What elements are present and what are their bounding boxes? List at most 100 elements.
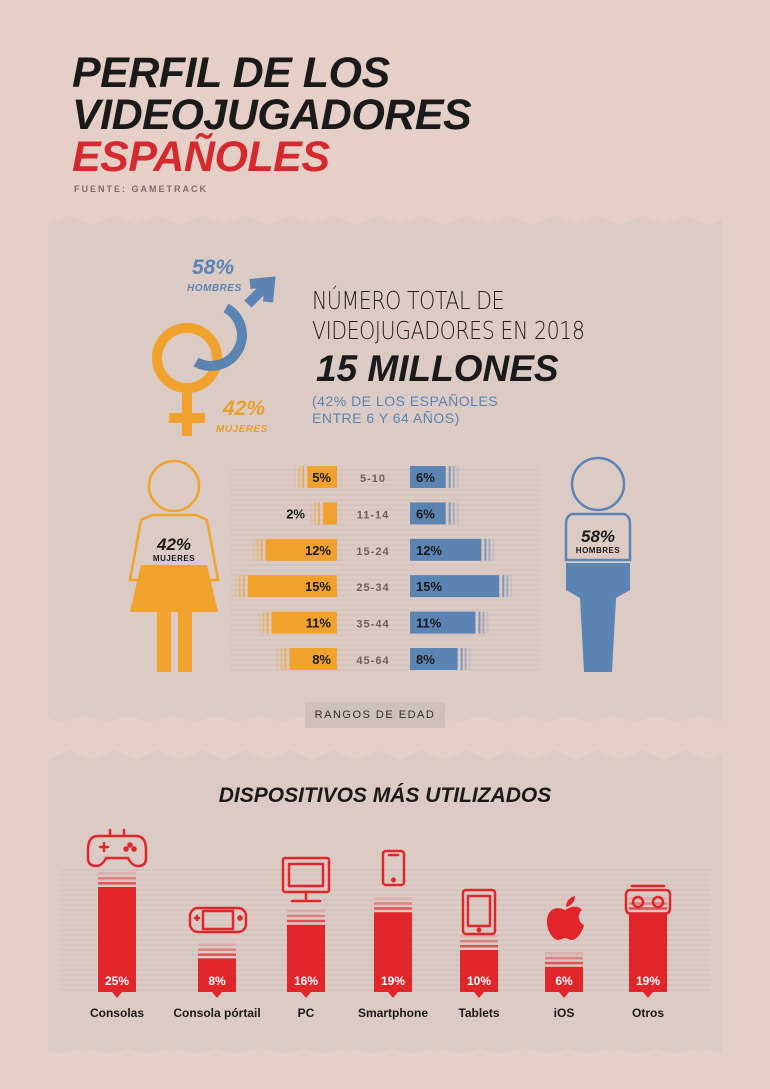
men-bar-stripe: [456, 502, 459, 525]
device-category-label: Consolas: [89, 1006, 144, 1020]
men-bar-label: 12%: [416, 543, 442, 558]
men-bar-stripe: [482, 611, 485, 634]
women-bar-stripe: [262, 611, 265, 634]
women-bar-stripe: [266, 611, 269, 634]
women-bar-stripe: [260, 538, 263, 561]
device-bar-value: 10%: [467, 974, 491, 988]
page-title: PERFIL DE LOS VIDEOJUGADORES ESPAÑOLES: [72, 49, 472, 181]
device-category-label: Tablets: [458, 1006, 500, 1020]
men-bar-label: 6%: [416, 470, 435, 485]
device-bar-pointer: [112, 992, 122, 998]
age-range-label: 11-14: [357, 509, 390, 521]
men-bar-stripe: [468, 648, 471, 670]
age-range-label: 35-44: [356, 619, 389, 631]
device-bar-value: 8%: [208, 974, 226, 988]
device-bar: [98, 887, 136, 992]
women-bar-label: 2%: [286, 506, 305, 521]
total-gamers-value: 15 MILLONES: [316, 348, 559, 389]
age-range-label: 15-24: [356, 546, 389, 558]
female-symbol-icon: [152, 323, 222, 436]
women-percent: 42%: [223, 397, 266, 420]
men-bar-stripe: [452, 466, 455, 488]
women-bar-stripe: [276, 648, 279, 670]
device-bar-value: 16%: [294, 974, 318, 988]
men-bar-stripe: [478, 611, 481, 634]
device-bar-pointer: [643, 992, 653, 998]
women-bar-label: 8%: [312, 652, 331, 667]
source-credit: FUENTE: GAMETRACK: [74, 184, 208, 194]
total-gamers-note: (42% DE LOS ESPAÑOLES ENTRE 6 Y 64 AÑOS): [312, 393, 499, 426]
device-bar-stripe: [287, 909, 325, 913]
device-bar-stripe: [629, 897, 667, 900]
men-bar-stripe: [486, 611, 489, 634]
devices-bar-chart: 25% 8% 16% 19% 10% 6% 19%: [98, 872, 667, 998]
device-category-label: Consola pórtail: [173, 1006, 261, 1020]
men-bar-stripe: [464, 648, 467, 670]
men-figure-label: 58% HOMBRES: [575, 527, 621, 556]
device-bar-stripe: [374, 907, 412, 910]
women-bar: [271, 611, 337, 634]
women-bar: [307, 466, 337, 488]
device-bar-pointer: [559, 992, 569, 998]
age-panel: 5% 6% 5-10 2% 6% 11-14 12% 12% 15-24 15% 15% 25-34 1…: [128, 276, 632, 672]
device-bar-stripe: [545, 961, 583, 965]
men-bar-stripe: [448, 466, 451, 488]
device-bar-stripe: [198, 943, 236, 946]
women-bar-stripe: [280, 648, 283, 670]
women-bar-stripe: [310, 502, 312, 525]
device-bar-stripe: [545, 956, 583, 960]
men-bar-stripe: [492, 538, 495, 561]
device-bar: [287, 924, 325, 992]
women-bar: [289, 648, 337, 670]
device-bar-value: 19%: [381, 974, 405, 988]
devices-pinstripe-lines: [60, 869, 710, 991]
women-bar-stripe: [258, 611, 261, 634]
device-bar: [198, 958, 236, 992]
device-bar-stripe: [629, 907, 667, 910]
women-bar-label: 15%: [305, 579, 331, 594]
women-bar-stripe: [256, 538, 259, 561]
gamepad-icon: [86, 828, 148, 868]
device-category-label: Otros: [631, 1006, 664, 1020]
women-bar-label: 5%: [312, 470, 331, 485]
woman-figure-icon: [128, 459, 220, 672]
title-line-1: PERFIL DE LOS: [72, 49, 390, 97]
device-bar-stripe: [287, 914, 325, 918]
device-bar: [460, 950, 498, 992]
device-bar-pointer: [474, 992, 484, 998]
title-line-3: ESPAÑOLES: [72, 133, 330, 181]
men-bar-stripe: [510, 575, 513, 598]
men-bar-stripe: [484, 538, 487, 561]
women-bar-stripe: [284, 648, 287, 670]
men-percent: 58%: [192, 256, 235, 279]
devices-title: DISPOSITIVOS MÁS UTILIZADOS: [218, 784, 552, 807]
age-range-label: 5-10: [360, 473, 386, 485]
men-bar-stripe: [506, 575, 509, 598]
women-bar: [247, 575, 337, 598]
smartphone-icon: [381, 849, 406, 887]
tablet-icon: [461, 888, 497, 936]
monitor-icon: [281, 856, 331, 903]
men-bar-stripe: [456, 466, 459, 488]
men-bar: [410, 611, 476, 634]
men-bar-stripe: [448, 502, 451, 525]
women-label: MUJERES: [216, 424, 268, 435]
women-bar-stripe: [252, 538, 255, 561]
device-bar-stripe: [460, 945, 498, 948]
device-category-label: PC: [297, 1006, 315, 1020]
men-bar-stripe: [452, 502, 455, 525]
men-bar-stripe: [488, 538, 491, 561]
men-bar: [410, 466, 446, 488]
men-bar-stripe: [460, 648, 463, 670]
women-bar: [323, 502, 337, 525]
men-bar: [410, 575, 500, 598]
women-bar-stripe: [318, 502, 320, 525]
apple-icon: [546, 896, 584, 940]
device-bar-stripe: [287, 919, 325, 923]
device-bar-stripe: [460, 935, 498, 938]
device-bar-stripe: [545, 951, 583, 955]
handheld-console-icon: [188, 906, 248, 934]
device-bar-stripe: [374, 902, 412, 905]
women-figure-label: 42% MUJERES: [152, 535, 196, 564]
vr-headset-icon: [624, 884, 672, 916]
